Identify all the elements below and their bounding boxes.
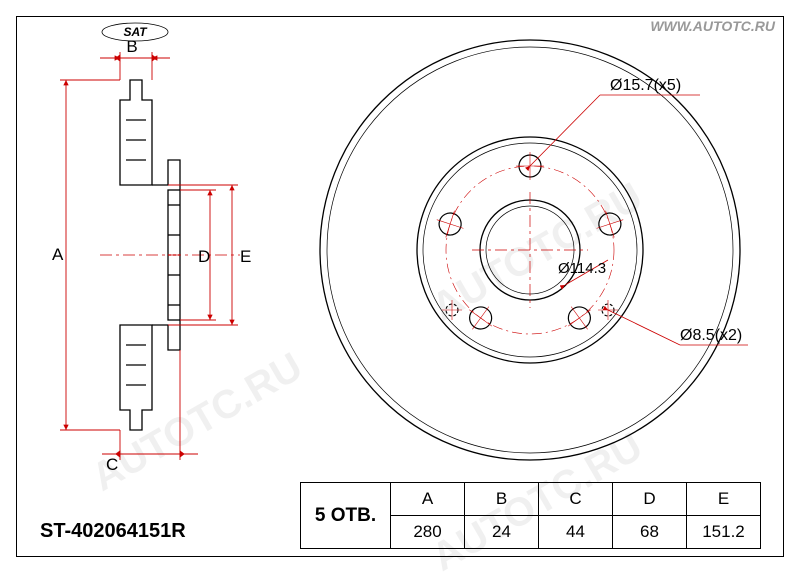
callout-small-holes: Ø8.5(x2)	[680, 327, 742, 344]
dim-label-e: E	[240, 247, 251, 266]
dim-header: C	[539, 483, 613, 516]
dim-label-c: C	[106, 455, 118, 470]
callout-bolt-holes: Ø15.7(x5)	[610, 77, 681, 94]
front-face-view: Ø15.7(x5) Ø114.3 Ø8.5(x2)	[300, 30, 760, 470]
dim-value: 24	[465, 516, 539, 549]
dim-header: B	[465, 483, 539, 516]
dim-value: 44	[539, 516, 613, 549]
holes-count-label: 5 ОТВ.	[315, 505, 376, 526]
side-section-view: A B C D E	[40, 40, 270, 470]
svg-text:SAT: SAT	[123, 25, 148, 39]
callout-center-bore: Ø114.3	[558, 260, 606, 277]
part-number: ST-402064151R	[40, 520, 186, 543]
dim-label-a: A	[52, 245, 64, 264]
dim-value: 280	[391, 516, 465, 549]
dim-value: 68	[613, 516, 687, 549]
dim-header: E	[687, 483, 761, 516]
dim-header: D	[613, 483, 687, 516]
dim-label-d: D	[198, 247, 210, 266]
dim-value: 151.2	[687, 516, 761, 549]
dim-label-b: B	[126, 40, 137, 56]
dim-header: A	[391, 483, 465, 516]
holes-count-cell: 5 ОТВ.	[301, 483, 391, 549]
dimensions-table: 5 ОТВ. A B C D E 280 24 44 68 151.2	[300, 482, 761, 549]
brand-logo: SAT	[100, 22, 170, 42]
